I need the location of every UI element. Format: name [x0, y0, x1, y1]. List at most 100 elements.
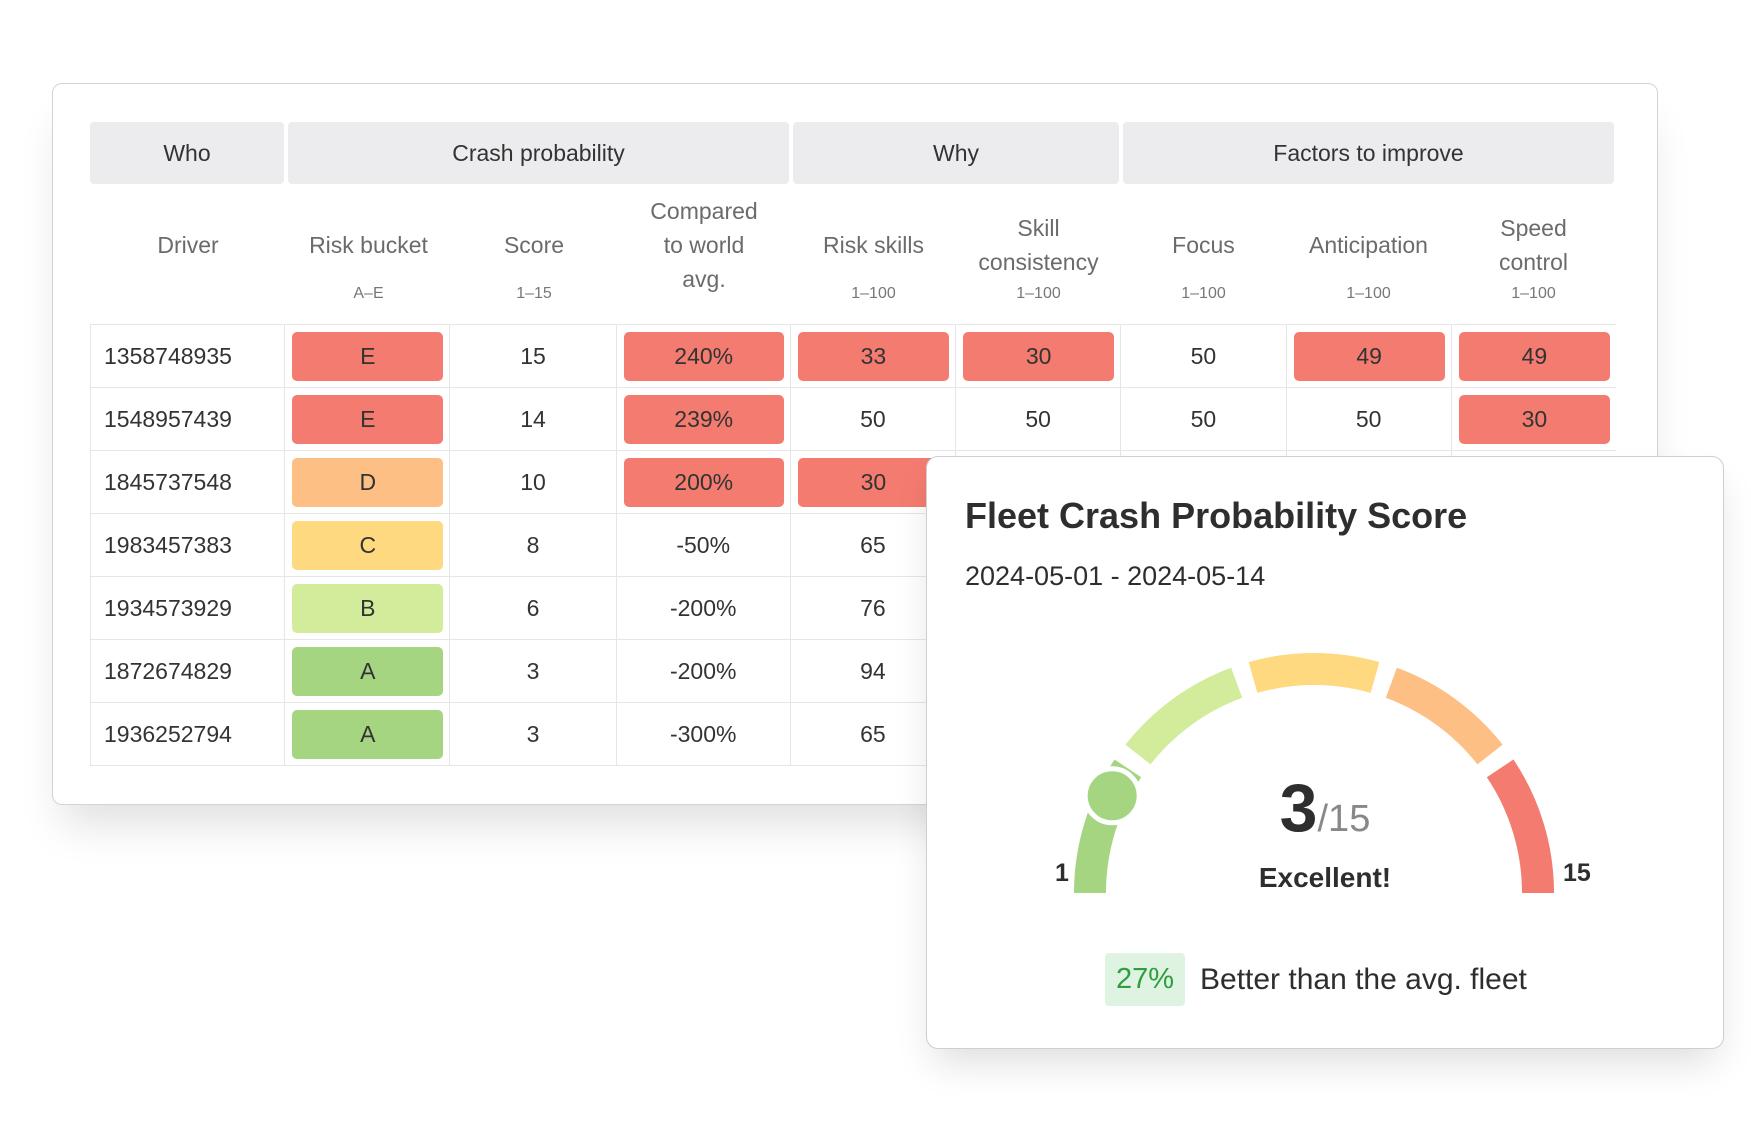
table-cell: 49: [1287, 325, 1452, 387]
driver-table-body: 1358748935 E 15 240% 33 30 50 49 49 1548957439 E 14…: [90, 324, 1616, 766]
table-cell: A: [285, 703, 451, 765]
cell-value: 50: [1025, 405, 1051, 432]
table-cell: 1936252794: [90, 703, 286, 765]
fleet-score-title: Fleet Crash Probability Score: [965, 495, 1468, 536]
risk-highlight: 239%: [623, 395, 784, 444]
cell-value: -50%: [676, 531, 731, 558]
table-cell: 1548957439: [90, 388, 286, 450]
cell-value: 30: [860, 469, 887, 495]
table-row[interactable]: 1358748935 E 15 240% 33 30 50 49 49: [90, 325, 1616, 388]
table-cell: 1845737548: [90, 451, 286, 513]
cell-value: 49: [1521, 343, 1548, 369]
table-cell: 30: [1452, 388, 1616, 450]
cell-value: 50: [1190, 405, 1217, 432]
cell-value: A: [360, 658, 376, 684]
table-cell: 8: [450, 514, 617, 576]
column-range-label: 1–100: [1346, 285, 1391, 302]
table-cell: 94: [791, 640, 957, 702]
table-cell: 1358748935: [90, 325, 286, 387]
column-header[interactable]: Driver: [157, 232, 219, 258]
risk-highlight: 30: [963, 332, 1115, 381]
score-readout: 3/15: [927, 769, 1723, 847]
column-range-label: 1–100: [1511, 285, 1556, 302]
table-cell: 6: [450, 577, 617, 639]
column-header[interactable]: Speed control: [1498, 215, 1569, 275]
risk-highlight: 49: [1293, 332, 1445, 381]
driver-id: 1548957439: [104, 405, 232, 432]
cell-value: D: [359, 469, 377, 495]
cell-value: 94: [860, 657, 886, 684]
table-cell: 30: [791, 451, 957, 513]
risk-highlight: 30: [1458, 395, 1610, 444]
column-header[interactable]: Skill consistency: [978, 215, 1099, 275]
table-cell: 200%: [617, 451, 791, 513]
driver-id: 1358748935: [104, 342, 232, 369]
table-cell: 1934573929: [90, 577, 286, 639]
cell-value: 33: [860, 343, 887, 369]
driver-id: 1845737548: [104, 468, 232, 495]
column-header[interactable]: Score: [503, 232, 565, 258]
risk-highlight: 200%: [623, 458, 784, 507]
table-cell: 14: [450, 388, 617, 450]
table-cell: E: [285, 388, 451, 450]
column-group-header: Factors to improve: [1123, 122, 1614, 184]
table-cell: 33: [791, 325, 957, 387]
cell-value: 76: [860, 594, 886, 621]
table-row[interactable]: 1548957439 E 14 239% 50 50 50 50 30: [90, 388, 1616, 451]
cell-value: 14: [520, 405, 546, 432]
score-value: 3: [1279, 770, 1318, 846]
table-cell: -50%: [617, 514, 791, 576]
cell-value: 3: [526, 720, 540, 747]
cell-value: 50: [1355, 405, 1382, 432]
table-cell: 10: [450, 451, 617, 513]
table-cell: 50: [956, 388, 1122, 450]
driver-id: 1872674829: [104, 657, 232, 684]
table-cell: -200%: [617, 640, 791, 702]
fleet-score-card: Fleet Crash Probability Score 2024-05-01…: [926, 456, 1724, 1049]
cell-value: 6: [526, 594, 540, 621]
risk-highlight: 30: [797, 458, 950, 507]
table-cell: 240%: [617, 325, 791, 387]
table-cell: 3: [450, 703, 617, 765]
column-range-label: 1–15: [516, 285, 552, 302]
cell-value: -200%: [669, 657, 737, 684]
column-header[interactable]: Anticipation: [1309, 232, 1428, 258]
table-cell: D: [285, 451, 451, 513]
column-group-header: Who: [90, 122, 284, 184]
cell-value: C: [359, 532, 377, 558]
cell-value: 8: [526, 531, 540, 558]
cell-value: 49: [1356, 343, 1382, 369]
cell-value: E: [360, 343, 376, 369]
column-header[interactable]: Compared to world avg.: [650, 198, 758, 292]
table-row[interactable]: 1936252794 A 3 -300% 65: [90, 703, 1616, 766]
table-cell: 49: [1452, 325, 1616, 387]
column-header[interactable]: Focus: [1172, 232, 1235, 258]
gauge-segment-orange: [1385, 667, 1503, 765]
column-range-label: 1–100: [851, 285, 896, 302]
column-group-header: Crash probability: [288, 122, 789, 184]
driver-id: 1934573929: [104, 594, 232, 621]
risk-highlight: A: [292, 710, 444, 759]
column-range-label: 1–100: [1181, 285, 1226, 302]
column-header[interactable]: Risk bucket: [309, 232, 428, 258]
table-row[interactable]: 1983457383 C 8 -50% 65: [90, 514, 1616, 577]
table-cell: 50: [1121, 388, 1287, 450]
risk-highlight: 49: [1458, 332, 1610, 381]
cell-value: 240%: [674, 343, 734, 369]
driver-id: 1936252794: [104, 720, 232, 747]
column-header[interactable]: Risk skills: [823, 232, 924, 258]
risk-highlight: 33: [797, 332, 950, 381]
table-cell: 1983457383: [90, 514, 286, 576]
table-row[interactable]: 1934573929 B 6 -200% 76: [90, 577, 1616, 640]
cell-value: 65: [860, 531, 886, 558]
fleet-comparison: 27% Better than the avg. fleet: [1105, 953, 1527, 1006]
table-cell: E: [285, 325, 451, 387]
table-cell: 3: [450, 640, 617, 702]
table-cell: 239%: [617, 388, 791, 450]
table-row[interactable]: 1845737548 D 10 200% 30: [90, 451, 1616, 514]
cell-value: B: [360, 595, 376, 621]
cell-value: 15: [520, 342, 546, 369]
gauge-score-marker: [1082, 766, 1142, 826]
table-cell: -200%: [617, 577, 791, 639]
cell-value: 30: [1025, 343, 1052, 369]
